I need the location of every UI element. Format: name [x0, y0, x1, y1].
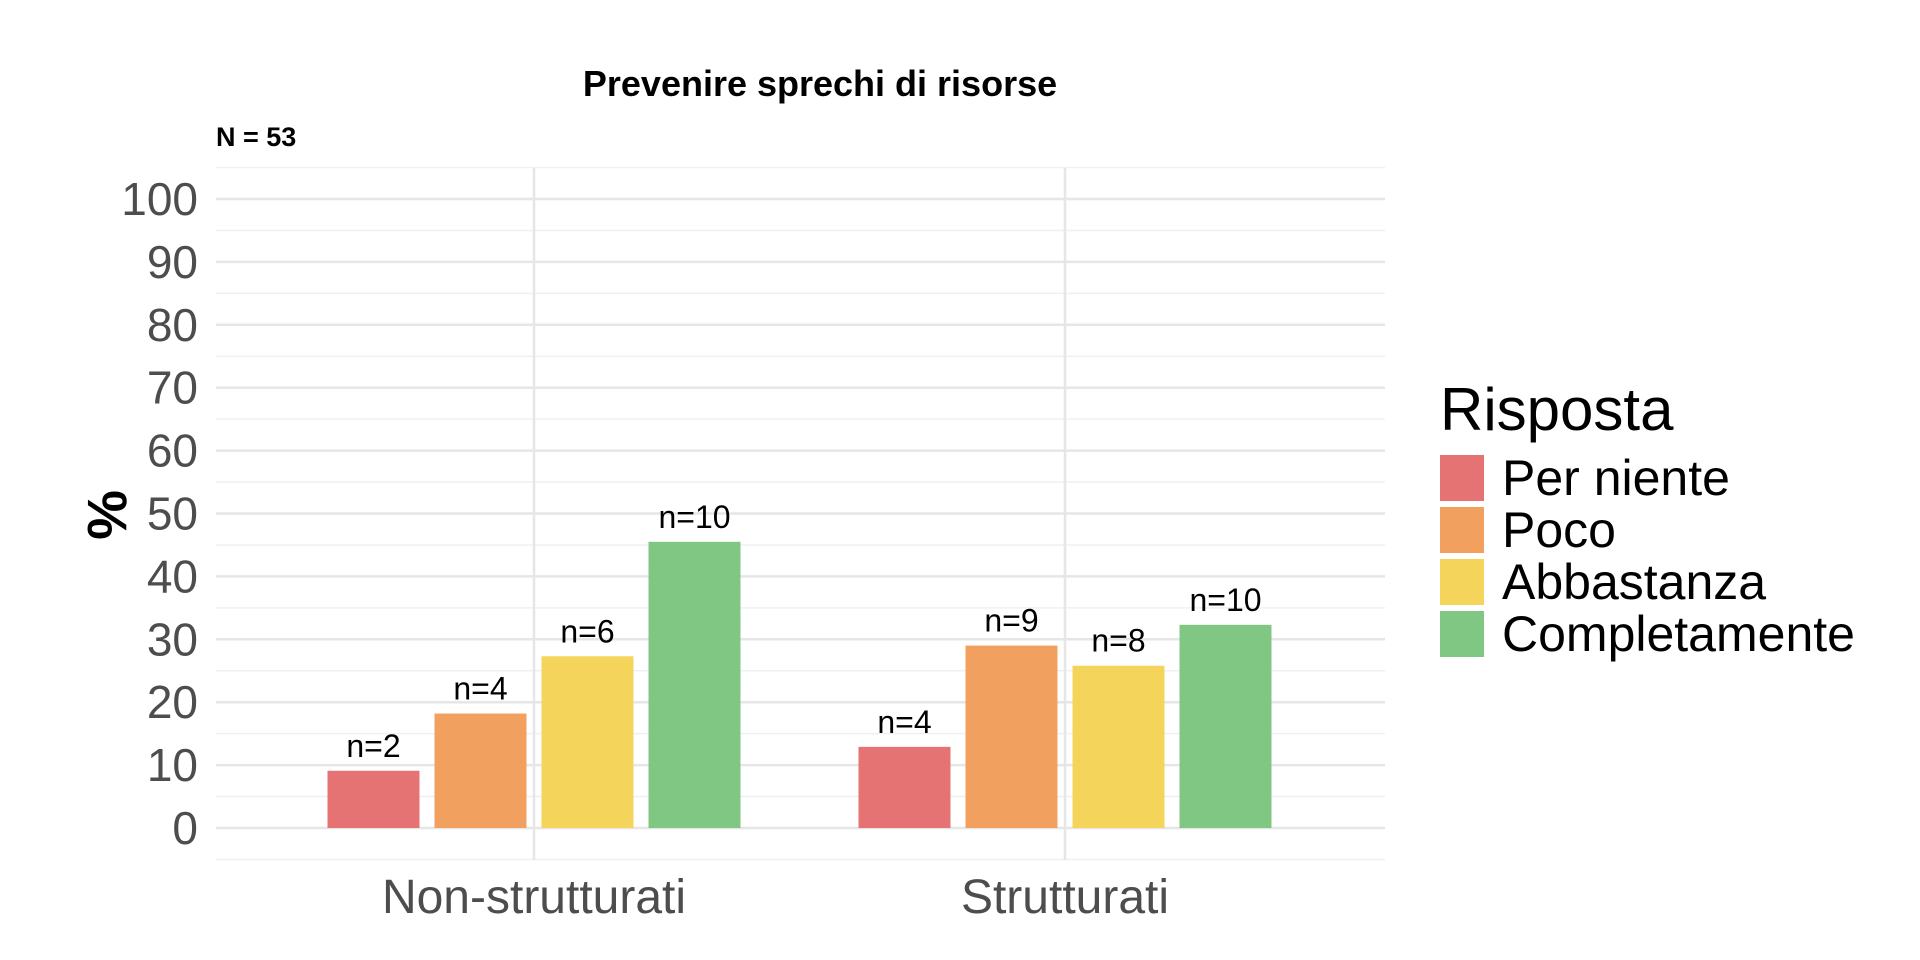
- bar: [1179, 624, 1272, 828]
- y-tick-label: 10: [147, 739, 198, 791]
- chart-subtitle: N = 53: [216, 122, 296, 152]
- bar: [965, 645, 1058, 828]
- chart-title: Prevenire sprechi di risorse: [583, 63, 1057, 104]
- bar: [327, 770, 420, 828]
- bar: [1072, 665, 1165, 828]
- y-tick-label: 30: [147, 613, 198, 665]
- legend-label: Per niente: [1502, 450, 1730, 506]
- bar: [541, 656, 634, 828]
- bar: [648, 541, 741, 828]
- legend-title: Risposta: [1440, 376, 1674, 443]
- data-label: n=9: [984, 603, 1038, 639]
- x-tick-label: Strutturati: [961, 871, 1169, 924]
- y-tick-label: 50: [147, 488, 198, 540]
- data-label: n=10: [1189, 582, 1261, 618]
- y-tick-label: 80: [147, 299, 198, 351]
- y-tick-label: 40: [147, 550, 198, 602]
- y-tick-label: 60: [147, 425, 198, 477]
- bar: [858, 746, 951, 828]
- y-tick-label: 70: [147, 362, 198, 414]
- legend-key: [1440, 611, 1484, 657]
- legend-key: [1440, 559, 1484, 605]
- ticks: 0 10 20 30 40 50 60 70 80 90 100 Non-strutturati Str…: [121, 173, 1169, 924]
- y-axis-title: %: [76, 490, 139, 540]
- y-tick-label: 0: [172, 802, 198, 854]
- legend: Risposta Per nientePocoAbbastanzaComplet…: [1440, 376, 1855, 662]
- legend-label: Poco: [1502, 502, 1616, 558]
- legend-key: [1440, 455, 1484, 501]
- legend-label: Completamente: [1502, 606, 1855, 662]
- data-label: n=10: [658, 499, 730, 535]
- legend-key: [1440, 507, 1484, 553]
- bars: n=2 n=4 n=4 n=9 n=6 n=8 n=10 n=10: [327, 499, 1272, 828]
- y-tick-label: 90: [147, 236, 198, 288]
- bar: [434, 713, 527, 828]
- x-tick-label: Non-strutturati: [382, 871, 686, 924]
- data-label: n=4: [453, 671, 507, 707]
- legend-label: Abbastanza: [1502, 554, 1766, 610]
- y-tick-label: 20: [147, 676, 198, 728]
- data-label: n=2: [346, 728, 400, 764]
- y-tick-label: 100: [121, 173, 198, 225]
- data-label: n=6: [560, 613, 614, 649]
- data-label: n=4: [877, 704, 931, 740]
- data-label: n=8: [1091, 623, 1145, 659]
